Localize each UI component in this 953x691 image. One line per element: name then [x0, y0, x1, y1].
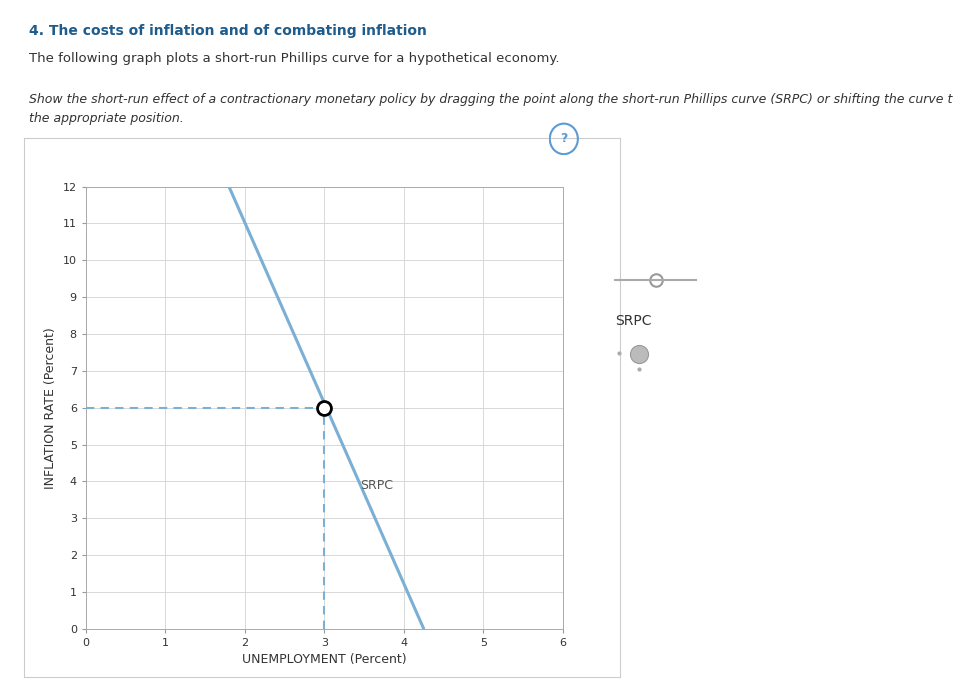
Text: SRPC: SRPC [615, 314, 651, 328]
Text: 4. The costs of inflation and of combating inflation: 4. The costs of inflation and of combati… [29, 24, 426, 38]
Text: the appropriate position.: the appropriate position. [29, 112, 183, 125]
Text: SRPC: SRPC [359, 479, 393, 492]
Text: The following graph plots a short-run Phillips curve for a hypothetical economy.: The following graph plots a short-run Ph… [29, 52, 558, 65]
Y-axis label: INFLATION RATE (Percent): INFLATION RATE (Percent) [44, 327, 57, 489]
Text: Show the short-run effect of a contractionary monetary policy by dragging the po: Show the short-run effect of a contracti… [29, 93, 953, 106]
Text: ?: ? [559, 133, 567, 145]
X-axis label: UNEMPLOYMENT (Percent): UNEMPLOYMENT (Percent) [242, 654, 406, 666]
